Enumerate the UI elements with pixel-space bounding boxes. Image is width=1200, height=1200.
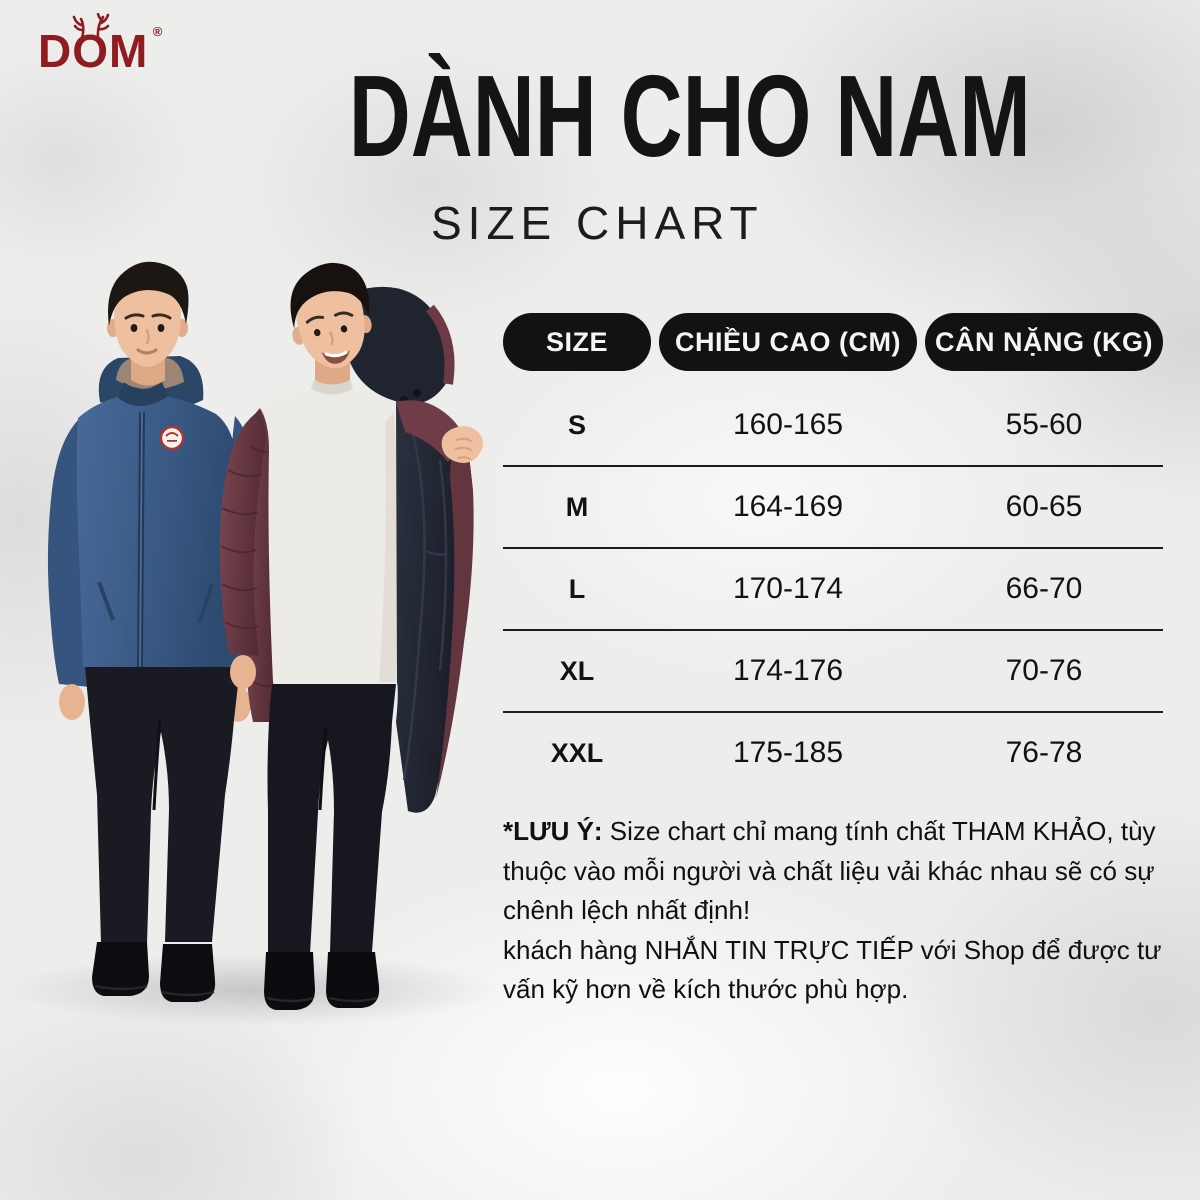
table-row: M 164-169 60-65 <box>503 465 1163 547</box>
note-text-1: Size chart chỉ mang tính chất THAM KHẢO,… <box>503 816 1156 926</box>
height-cell: 164-169 <box>732 490 844 523</box>
weight-cell: 66-70 <box>1005 572 1083 605</box>
weight-cell: 60-65 <box>1005 490 1083 523</box>
registered-mark: ® <box>152 24 163 39</box>
header: DÀNH CHO NAM <box>180 58 1200 174</box>
page-title: DÀNH CHO NAM <box>349 51 1031 181</box>
height-cell: 170-174 <box>732 572 844 605</box>
size-cell: L <box>568 573 586 604</box>
weight-cell: 76-78 <box>1005 736 1083 769</box>
size-table-header: SIZE CHIỀU CAO (CM) CÂN NẶNG (KG) <box>503 313 1163 371</box>
weight-cell: 70-76 <box>1005 654 1083 687</box>
brand-name: DOM <box>38 25 149 77</box>
size-cell: XL <box>559 655 595 686</box>
note-text-2: khách hàng NHẮN TIN TRỰC TIẾP với Shop đ… <box>503 934 1162 1005</box>
height-cell: 160-165 <box>732 408 844 441</box>
column-header-height: CHIỀU CAO (CM) <box>659 313 917 371</box>
note-label: *LƯU Ý: <box>503 816 603 846</box>
model-maroon-jacket <box>219 262 484 1010</box>
height-cell: 174-176 <box>732 654 844 687</box>
models-photo <box>4 261 500 1026</box>
size-table-body: S 160-165 55-60 M 164-169 60-65 L 170-17… <box>503 385 1163 793</box>
note-paragraph-2: khách hàng NHẮN TIN TRỰC TIẾP với Shop đ… <box>503 931 1165 1010</box>
table-row: S 160-165 55-60 <box>503 385 1163 465</box>
column-header-size: SIZE <box>503 313 651 371</box>
table-row: L 170-174 66-70 <box>503 547 1163 629</box>
table-row: XXL 175-185 76-78 <box>503 711 1163 793</box>
weight-cell: 55-60 <box>1005 408 1083 441</box>
size-cell: XXL <box>550 737 604 768</box>
brand-logo: DOM ® <box>38 13 162 77</box>
size-cell: S <box>567 409 586 440</box>
height-cell: 175-185 <box>732 736 844 769</box>
disclaimer-note: *LƯU Ý: Size chart chỉ mang tính chất TH… <box>503 812 1165 1010</box>
page-subtitle: SIZE CHART <box>431 197 764 249</box>
deer-antler-icon <box>72 13 110 39</box>
note-paragraph-1: *LƯU Ý: Size chart chỉ mang tính chất TH… <box>503 812 1165 931</box>
size-cell: M <box>565 491 589 522</box>
table-row: XL 174-176 70-76 <box>503 629 1163 711</box>
size-table: SIZE CHIỀU CAO (CM) CÂN NẶNG (KG) S 160-… <box>503 313 1163 793</box>
column-header-weight: CÂN NẶNG (KG) <box>925 313 1163 371</box>
